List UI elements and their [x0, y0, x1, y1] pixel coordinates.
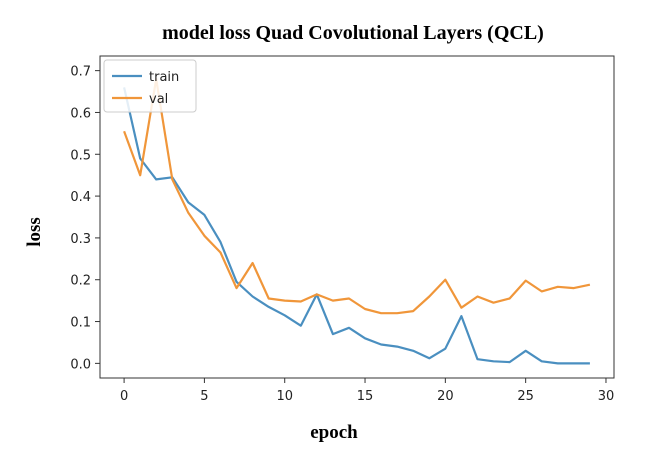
x-axis-label: epoch [310, 422, 358, 443]
x-tick-label: 20 [437, 389, 454, 404]
x-tick-label: 30 [598, 389, 615, 404]
axes-frame [99, 55, 615, 379]
chart-title: model loss Quad Covolutional Layers (QCL… [162, 22, 544, 44]
series-line-val [123, 77, 591, 315]
series-line-train [123, 87, 590, 365]
y-axis-label: loss [24, 217, 45, 247]
plot-area: 0 5 10 15 20 25 30 0.0 0.1 0.2 0.3 0.4 0.5 0.6 0.7 trai… [70, 55, 615, 404]
x-tick-label: 25 [517, 389, 534, 404]
legend-label-val: val [149, 92, 168, 107]
y-tick-label: 0.3 [70, 232, 91, 247]
y-tick-label: 0.0 [70, 357, 91, 372]
y-tick-label: 0.2 [70, 274, 91, 289]
y-tick-label: 0.6 [70, 106, 91, 121]
y-tick-label: 0.1 [70, 316, 91, 331]
x-tick-label: 0 [120, 389, 128, 404]
y-tick-label: 0.5 [70, 148, 91, 163]
x-tick-label: 10 [276, 389, 293, 404]
y-tick-label: 0.7 [70, 65, 91, 80]
legend-label-train: train [149, 70, 179, 85]
y-tick-label: 0.4 [70, 190, 91, 205]
x-tick-label: 15 [357, 389, 374, 404]
x-tick-label: 5 [200, 389, 208, 404]
